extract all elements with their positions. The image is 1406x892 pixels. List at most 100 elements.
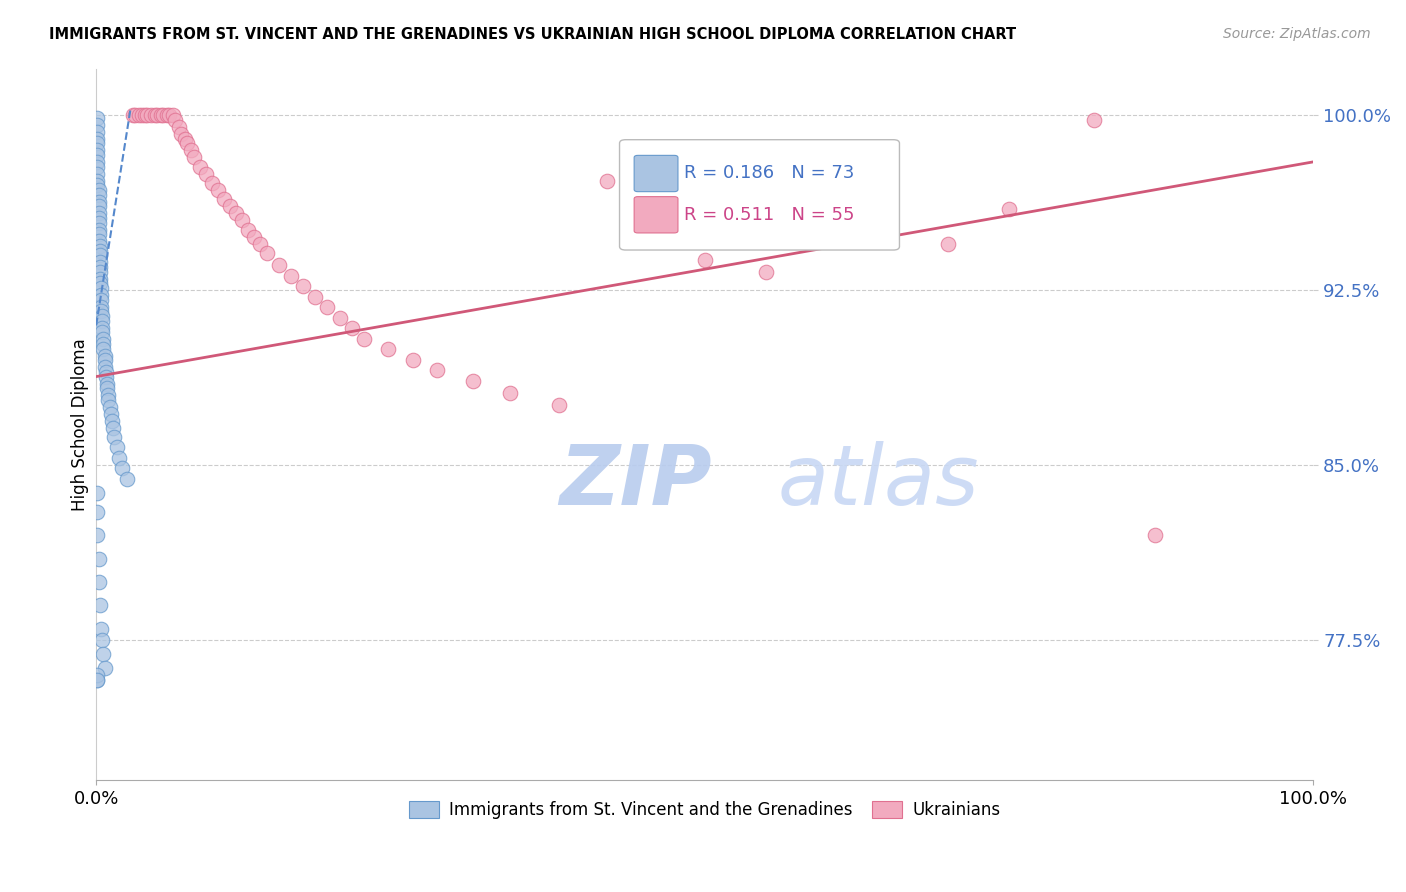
- Point: [87, 574, 110, 589]
- Point: [97, 392, 120, 407]
- Point: [93, 337, 115, 351]
- Point: [86, 136, 108, 151]
- Point: [91, 313, 114, 327]
- Point: [1083, 112, 1105, 127]
- Point: [86, 131, 108, 145]
- Point: [377, 342, 399, 356]
- Point: [207, 183, 229, 197]
- Point: [149, 108, 172, 122]
- Point: [87, 211, 110, 225]
- Point: [108, 451, 131, 466]
- Point: [91, 633, 114, 648]
- Point: [256, 246, 278, 260]
- Point: [143, 108, 166, 122]
- Point: [86, 668, 108, 682]
- Point: [89, 264, 111, 278]
- Point: [304, 290, 326, 304]
- Point: [103, 430, 125, 444]
- Text: atlas: atlas: [778, 441, 980, 522]
- Point: [426, 362, 449, 376]
- Point: [91, 309, 114, 323]
- Point: [101, 414, 124, 428]
- Point: [90, 293, 112, 307]
- Point: [353, 332, 375, 346]
- Point: [128, 108, 150, 122]
- Point: [174, 131, 197, 145]
- Point: [280, 269, 302, 284]
- Point: [93, 332, 115, 346]
- Point: [93, 360, 115, 375]
- Point: [90, 281, 112, 295]
- Point: [131, 108, 153, 122]
- Point: [94, 369, 117, 384]
- Point: [91, 320, 114, 334]
- Point: [225, 206, 247, 220]
- Point: [219, 199, 242, 213]
- Point: [90, 622, 112, 636]
- Point: [316, 300, 339, 314]
- Point: [115, 472, 138, 486]
- Point: [87, 206, 110, 220]
- Point: [89, 248, 111, 262]
- Point: [100, 407, 122, 421]
- Point: [86, 178, 108, 193]
- Point: [167, 120, 190, 134]
- Point: [105, 440, 128, 454]
- Point: [97, 388, 120, 402]
- Point: [134, 108, 156, 122]
- Point: [93, 647, 115, 661]
- Text: R = 0.511   N = 55: R = 0.511 N = 55: [685, 206, 855, 224]
- Point: [86, 673, 108, 687]
- Point: [165, 112, 187, 127]
- Point: [86, 486, 108, 500]
- Point: [89, 255, 111, 269]
- Point: [998, 202, 1021, 216]
- Point: [139, 108, 162, 122]
- Point: [94, 365, 117, 379]
- Point: [201, 176, 224, 190]
- Point: [93, 342, 115, 356]
- Point: [86, 173, 108, 187]
- Point: [401, 353, 423, 368]
- Point: [157, 108, 180, 122]
- Point: [188, 160, 211, 174]
- Point: [180, 143, 202, 157]
- Point: [98, 400, 121, 414]
- Point: [693, 252, 716, 267]
- Point: [194, 167, 217, 181]
- Point: [876, 225, 898, 239]
- Point: [340, 320, 363, 334]
- Point: [86, 111, 108, 125]
- Point: [170, 127, 193, 141]
- Point: [86, 143, 108, 157]
- Point: [547, 398, 569, 412]
- Point: [162, 108, 184, 122]
- Point: [1144, 528, 1167, 542]
- Point: [292, 278, 315, 293]
- Point: [238, 222, 260, 236]
- Point: [596, 173, 619, 187]
- Point: [87, 183, 110, 197]
- Text: Source: ZipAtlas.com: Source: ZipAtlas.com: [1223, 27, 1371, 41]
- Point: [87, 227, 110, 242]
- Point: [176, 136, 198, 151]
- FancyBboxPatch shape: [634, 196, 678, 233]
- Point: [463, 374, 485, 388]
- Point: [156, 108, 179, 122]
- Point: [93, 349, 115, 363]
- Point: [86, 118, 108, 132]
- Point: [86, 505, 108, 519]
- Point: [96, 376, 118, 391]
- Legend: Immigrants from St. Vincent and the Grenadines, Ukrainians: Immigrants from St. Vincent and the Gren…: [402, 794, 1007, 825]
- Point: [87, 199, 110, 213]
- Point: [86, 673, 108, 687]
- Point: [243, 229, 266, 244]
- Point: [499, 385, 522, 400]
- Point: [87, 215, 110, 229]
- Point: [267, 258, 290, 272]
- Point: [152, 108, 174, 122]
- Point: [136, 108, 159, 122]
- Point: [329, 311, 352, 326]
- Point: [183, 150, 205, 164]
- Point: [90, 300, 112, 314]
